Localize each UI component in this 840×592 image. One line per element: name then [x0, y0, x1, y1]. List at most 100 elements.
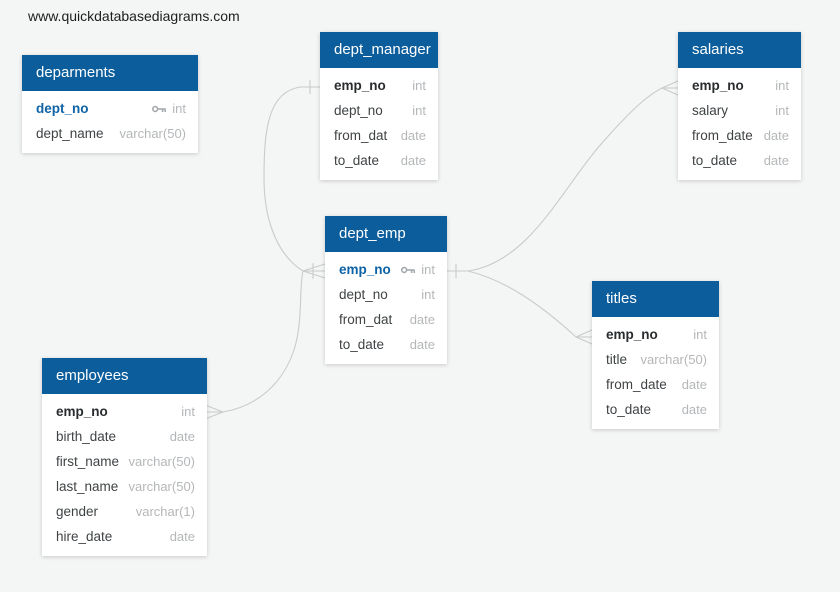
table-header[interactable]: salaries	[678, 32, 801, 68]
field-type: varchar(50)	[640, 352, 707, 367]
table-title: deparments	[36, 64, 116, 81]
field-name: dept_no	[334, 103, 383, 118]
field-type: int	[412, 78, 426, 93]
field-name: salary	[692, 103, 729, 118]
field-type: int	[172, 101, 186, 116]
field-name: title	[606, 352, 628, 367]
relationship-line	[263, 86, 321, 272]
field-row: from_dat date	[320, 123, 438, 148]
field-row: dept_name varchar(50)	[22, 121, 198, 146]
field-type: int	[421, 262, 435, 277]
field-row: dept_no int	[320, 98, 438, 123]
crowfoot	[204, 404, 224, 420]
field-type: date	[169, 429, 195, 444]
field-type: date	[400, 153, 426, 168]
field-type: date	[409, 312, 435, 327]
field-type: date	[169, 529, 195, 544]
field-row: to_date date	[320, 148, 438, 173]
table-title: dept_emp	[339, 225, 406, 242]
field-name: to_date	[692, 153, 738, 168]
field-type: date	[681, 402, 707, 417]
field-row: emp_no int	[678, 73, 801, 98]
field-row: dept_no int	[22, 96, 198, 121]
field-name: first_name	[56, 454, 120, 469]
table-header[interactable]: deparments	[22, 55, 198, 91]
crowfoot	[661, 80, 679, 96]
field-name: to_date	[334, 153, 380, 168]
table-header[interactable]: employees	[42, 358, 207, 394]
table-title: employees	[56, 367, 129, 384]
relationship-line	[222, 270, 304, 413]
field-row: to_date date	[325, 332, 447, 357]
field-type: varchar(50)	[128, 479, 195, 494]
field-name: emp_no	[339, 262, 391, 277]
field-name: dept_no	[339, 287, 388, 302]
table-dept-emp[interactable]: dept_emp emp_no int dept_no int from_dat	[325, 216, 447, 364]
field-name: birth_date	[56, 429, 117, 444]
table-header[interactable]: dept_emp	[325, 216, 447, 252]
field-row: from_date date	[678, 123, 801, 148]
field-type: varchar(50)	[119, 126, 186, 141]
field-row: to_date date	[678, 148, 801, 173]
field-row: last_name varchar(50)	[42, 474, 207, 499]
field-row: emp_no int	[325, 257, 447, 282]
field-row: emp_no int	[42, 399, 207, 424]
table-body: emp_no int birth_date date first_name va…	[42, 394, 207, 556]
table-dept-manager[interactable]: dept_manager emp_no int dept_no int from…	[320, 32, 438, 180]
key-icon	[401, 265, 416, 275]
field-type: date	[409, 337, 435, 352]
field-type: date	[763, 153, 789, 168]
field-name: dept_name	[36, 126, 104, 141]
field-name: hire_date	[56, 529, 113, 544]
table-header[interactable]: dept_manager	[320, 32, 438, 68]
field-row: gender varchar(1)	[42, 499, 207, 524]
table-body: emp_no int dept_no int from_dat date	[325, 252, 447, 364]
table-salaries[interactable]: salaries emp_no int salary int from_date…	[678, 32, 801, 180]
field-row: emp_no int	[320, 73, 438, 98]
field-name: gender	[56, 504, 99, 519]
field-type: int	[412, 103, 426, 118]
table-body: emp_no int salary int from_date date to_…	[678, 68, 801, 180]
field-type: varchar(1)	[135, 504, 195, 519]
table-employees[interactable]: employees emp_no int birth_date date fir…	[42, 358, 207, 556]
field-row: salary int	[678, 98, 801, 123]
field-row: to_date date	[592, 397, 719, 422]
field-name: emp_no	[56, 404, 108, 419]
table-title: dept_manager	[334, 41, 431, 58]
field-name: dept_no	[36, 101, 89, 116]
field-type: date	[763, 128, 789, 143]
field-type: int	[421, 287, 435, 302]
crowfoot	[575, 329, 593, 345]
field-name: from_dat	[339, 312, 393, 327]
field-row: title varchar(50)	[592, 347, 719, 372]
table-body: dept_no int dept_name varchar(50)	[22, 91, 198, 153]
relationship-line	[446, 270, 577, 338]
table-titles[interactable]: titles emp_no int title varchar(50) from…	[592, 281, 719, 429]
table-header[interactable]: titles	[592, 281, 719, 317]
field-name: to_date	[339, 337, 385, 352]
field-type: int	[181, 404, 195, 419]
field-name: from_dat	[334, 128, 388, 143]
field-row: dept_no int	[325, 282, 447, 307]
page-url-label: www.quickdatabasediagrams.com	[28, 8, 240, 24]
field-name: emp_no	[692, 78, 744, 93]
field-row: emp_no int	[592, 322, 719, 347]
field-type: varchar(50)	[128, 454, 195, 469]
field-row: first_name varchar(50)	[42, 449, 207, 474]
crowfoot	[302, 263, 326, 279]
field-name: emp_no	[606, 327, 658, 342]
table-departments[interactable]: deparments dept_no int dept_name varchar…	[22, 55, 198, 153]
field-type: date	[400, 128, 426, 143]
table-title: salaries	[692, 41, 744, 58]
table-title: titles	[606, 290, 637, 307]
field-type: date	[681, 377, 707, 392]
field-name: to_date	[606, 402, 652, 417]
field-name: last_name	[56, 479, 119, 494]
field-name: emp_no	[334, 78, 386, 93]
field-row: from_dat date	[325, 307, 447, 332]
field-type: int	[775, 78, 789, 93]
table-body: emp_no int dept_no int from_dat date to_…	[320, 68, 438, 180]
field-row: birth_date date	[42, 424, 207, 449]
field-row: hire_date date	[42, 524, 207, 549]
field-name: from_date	[606, 377, 667, 392]
